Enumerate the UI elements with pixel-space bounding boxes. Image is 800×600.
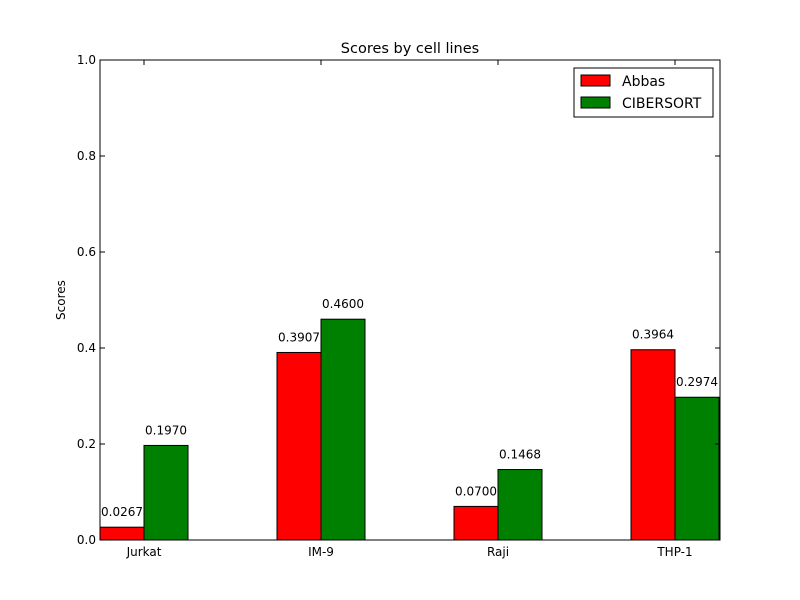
bars-group	[99, 318, 720, 541]
data-label: 0.2974	[676, 375, 718, 389]
x-tick-label: IM-9	[308, 545, 334, 559]
legend-label: Abbas	[622, 74, 665, 90]
bar-abbas-thp-1	[630, 349, 676, 541]
bar-abbas-jurkat	[99, 526, 145, 541]
axis-ticks-group: Jurkat IM-9 Raji THP-1 0.0 0.2 0.4 0.6 0.8 1.0	[77, 53, 720, 559]
data-label: 0.4600	[322, 297, 364, 311]
y-tick-label: 0.4	[77, 341, 96, 355]
legend-swatch	[580, 96, 611, 109]
y-tick-label: 0.2	[77, 437, 96, 451]
plot-frame	[99, 59, 721, 541]
legend: Abbas CIBERSORT	[573, 67, 714, 118]
y-tick-label: 0.6	[77, 245, 96, 259]
bar-cibersort-jurkat	[143, 444, 189, 541]
data-label: 0.3907	[278, 330, 320, 344]
legend-swatch	[580, 74, 611, 87]
x-tick-label: Jurkat	[126, 545, 162, 559]
data-label: 0.0267	[101, 505, 143, 519]
y-tick-label: 0.8	[77, 149, 96, 163]
x-tick-label: Raji	[487, 545, 509, 559]
y-tick-label: 1.0	[77, 53, 96, 67]
chart-title: Scores by cell lines	[341, 41, 479, 57]
bar-abbas-raji	[453, 505, 499, 541]
x-tick-label: THP-1	[656, 545, 692, 559]
legend-label: CIBERSORT	[622, 96, 702, 112]
bar-cibersort-im-9	[320, 318, 366, 541]
y-tick-label: 0.0	[77, 533, 96, 547]
data-label: 0.1970	[145, 423, 187, 437]
data-label: 0.1468	[499, 448, 541, 462]
data-label: 0.0700	[455, 484, 497, 498]
y-axis-label: Scores	[54, 280, 68, 320]
data-label: 0.3964	[632, 328, 674, 342]
bar-cibersort-thp-1	[674, 396, 720, 541]
bar-cibersort-raji	[497, 469, 543, 541]
bar-abbas-im-9	[276, 351, 322, 541]
data-labels-group: 0.0267 0.3907 0.0700 0.3964 0.1970 0.4600 0.14…	[101, 297, 718, 519]
